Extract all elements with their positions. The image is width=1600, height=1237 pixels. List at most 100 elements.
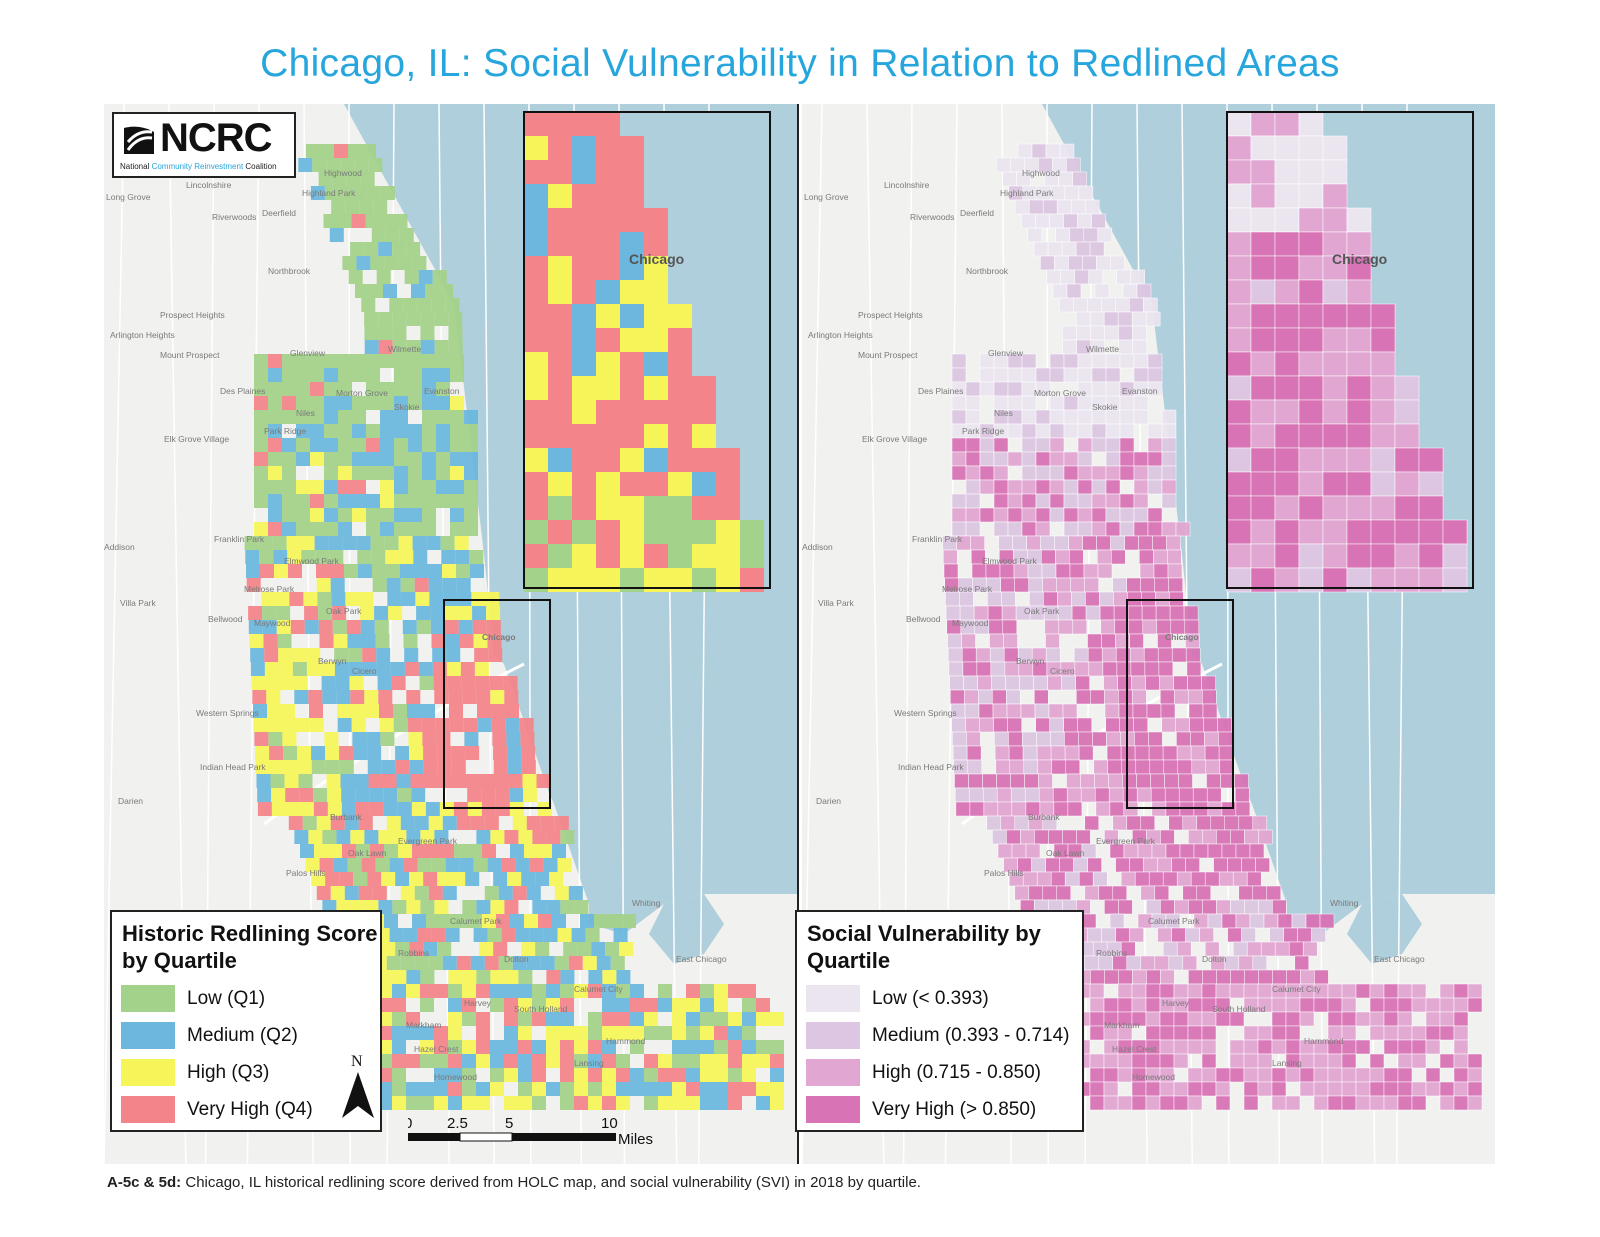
place-label: Glenview	[290, 348, 326, 358]
inset-tract	[1298, 423, 1324, 449]
inset-tract	[596, 232, 620, 256]
census-tract	[1063, 395, 1079, 411]
census-tract	[588, 984, 602, 998]
census-tract	[1103, 311, 1119, 327]
census-tract	[406, 1082, 420, 1096]
census-tract	[276, 606, 291, 620]
census-tract	[1215, 983, 1231, 999]
census-tract	[1063, 717, 1078, 733]
census-tract	[1150, 787, 1166, 803]
census-tract	[1080, 773, 1095, 789]
census-tract	[560, 1096, 574, 1110]
census-tract	[406, 1012, 420, 1026]
census-tract	[304, 620, 319, 634]
census-tract	[331, 592, 346, 606]
inset-tract	[668, 376, 692, 400]
place-label: Whiting	[1330, 898, 1359, 908]
census-tract	[1103, 1095, 1119, 1111]
census-tract	[446, 648, 461, 662]
census-tract	[431, 634, 446, 648]
census-tract	[380, 354, 394, 368]
census-tract	[422, 410, 436, 424]
zoom-extent-frame	[443, 599, 551, 809]
census-tract	[1071, 591, 1086, 607]
census-tract	[329, 550, 344, 564]
census-tract	[1061, 241, 1077, 257]
census-tract	[261, 592, 276, 606]
inset-tract	[644, 376, 668, 400]
census-tract	[246, 578, 261, 592]
census-tract	[616, 1026, 630, 1040]
census-tract	[1157, 647, 1173, 663]
census-tract	[380, 466, 394, 480]
census-tract	[369, 802, 384, 816]
census-tract	[1142, 619, 1158, 635]
census-tract	[532, 1096, 546, 1110]
legend-label: High (0.715 - 0.850)	[872, 1061, 1041, 1083]
census-tract	[331, 200, 346, 214]
census-tract	[320, 662, 335, 676]
census-tract	[1115, 927, 1130, 943]
census-tract	[380, 452, 394, 466]
inset-tract	[1298, 159, 1324, 185]
inset-tract	[1226, 375, 1252, 401]
census-tract	[526, 816, 541, 830]
census-tract	[1006, 689, 1021, 705]
census-tract	[364, 326, 379, 340]
census-tract	[256, 774, 271, 788]
inset-tract	[1226, 207, 1252, 233]
census-tract	[1160, 969, 1175, 985]
census-tract	[395, 760, 410, 774]
census-tract	[438, 774, 453, 788]
census-tract	[504, 998, 518, 1012]
census-tract	[464, 508, 478, 522]
census-tract	[1369, 1095, 1385, 1111]
census-tract	[254, 396, 268, 410]
census-tract	[378, 690, 393, 704]
census-tract	[1119, 507, 1135, 523]
census-tract	[1145, 1053, 1161, 1069]
inset-tract	[1394, 543, 1420, 569]
census-tract	[1299, 1067, 1315, 1083]
census-tract	[1077, 465, 1093, 481]
census-tract	[532, 1012, 546, 1026]
calumet-harbor	[1347, 894, 1422, 964]
census-tract	[1089, 311, 1105, 327]
census-tract	[1161, 465, 1177, 481]
census-tract	[492, 732, 507, 746]
census-tract	[582, 956, 597, 970]
census-tract	[1139, 563, 1155, 579]
census-tract	[406, 830, 421, 844]
census-tract	[375, 858, 390, 872]
census-tract	[966, 745, 982, 761]
census-tract	[1051, 759, 1067, 775]
census-tract	[602, 1040, 616, 1054]
census-tract	[1035, 493, 1051, 509]
census-tract	[955, 801, 971, 817]
census-tract	[966, 731, 981, 747]
census-tract	[602, 1012, 616, 1026]
census-tract	[450, 480, 464, 494]
census-tract	[400, 956, 415, 970]
inset-tract	[548, 280, 572, 304]
inset-tract	[1322, 279, 1348, 305]
census-tract	[1243, 1095, 1259, 1111]
census-tract	[1001, 605, 1017, 621]
census-tract	[310, 424, 324, 438]
census-tract	[1174, 899, 1189, 915]
census-tract	[977, 675, 992, 691]
census-tract	[1147, 451, 1163, 467]
census-tract	[948, 661, 964, 677]
redlining-map[interactable]: Chicago Chicago Highwood Highland Park Linco…	[104, 104, 797, 1164]
census-tract	[1163, 759, 1179, 775]
census-tract	[414, 578, 429, 592]
scale-tick: 2.5	[447, 1118, 468, 1132]
census-tract	[350, 830, 365, 844]
census-tract	[425, 802, 440, 816]
census-tract	[588, 1082, 602, 1096]
census-tract	[366, 522, 380, 536]
census-tract	[380, 396, 394, 410]
census-tract	[979, 479, 995, 495]
census-tract	[949, 675, 964, 691]
inset-city-label: Chicago	[629, 251, 684, 267]
